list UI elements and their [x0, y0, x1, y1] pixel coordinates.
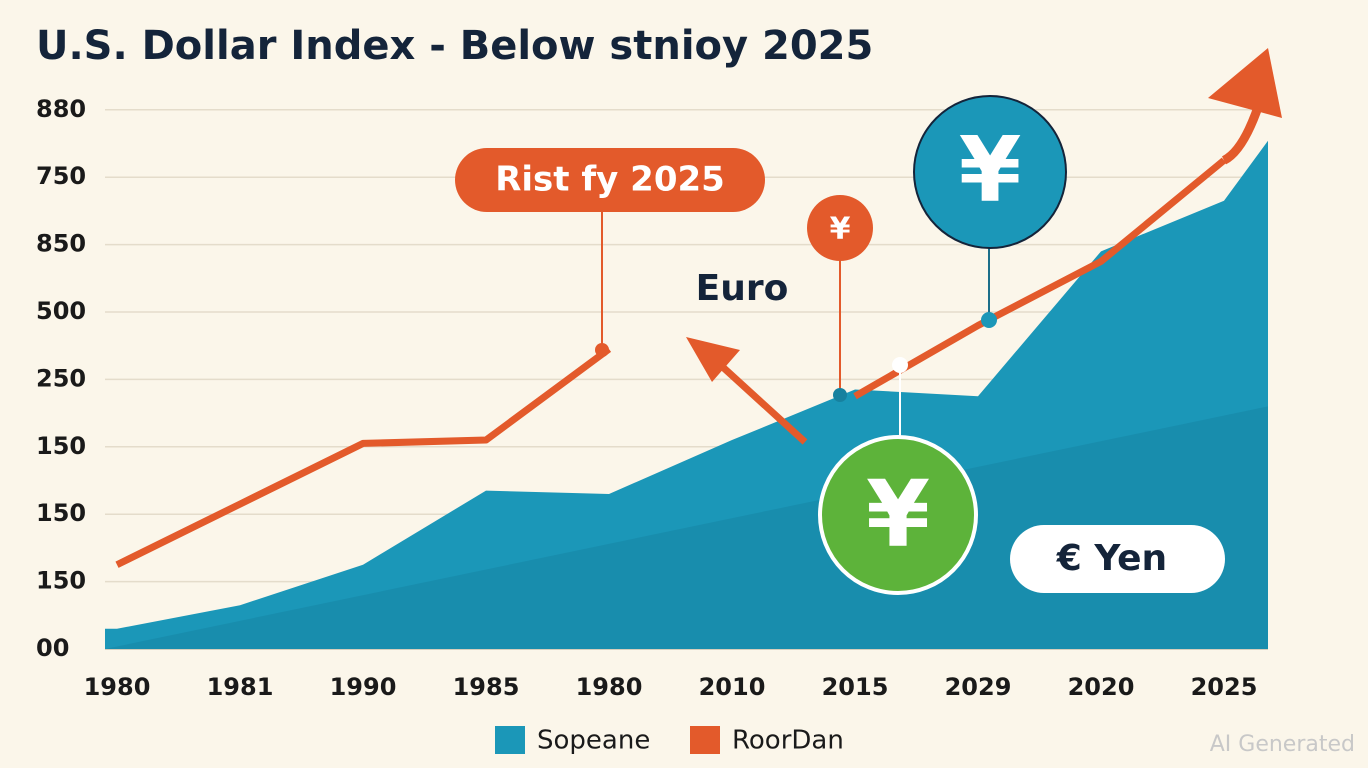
y-tick-label: 850: [36, 230, 86, 258]
y-tick-label: 150: [36, 432, 86, 460]
chart-title: U.S. Dollar Index - Below stnioy 2025: [36, 23, 873, 69]
y-tick-label: 250: [36, 364, 86, 392]
yen-box: [1010, 525, 1225, 593]
callout-dot: [595, 343, 609, 357]
y-tick-label: 500: [36, 297, 86, 325]
marker: [833, 388, 847, 402]
callout-box: [455, 148, 765, 212]
marker: [981, 312, 997, 328]
yen-badge: [818, 435, 978, 595]
y-tick-label: 750: [36, 162, 86, 190]
yen-symbol: ¥: [959, 118, 1022, 223]
y-tick-label: 150: [36, 499, 86, 527]
legend-label: RoorDan: [732, 726, 844, 756]
legend-swatch: [495, 726, 525, 754]
x-tick-label: 1985: [453, 673, 520, 701]
yen-box-text: € Yen: [1056, 538, 1167, 579]
x-tick-label: 2010: [699, 673, 766, 701]
x-tick-label: 2025: [1191, 673, 1258, 701]
euro-arrow: [712, 357, 808, 445]
yen-badge: [807, 195, 873, 261]
yen-symbol: ¥: [866, 460, 930, 567]
y-tick-label: 150: [36, 567, 86, 595]
legend-label: Sopeane: [537, 726, 650, 756]
x-tick-label: 1980: [84, 673, 151, 701]
marker: [892, 357, 908, 373]
x-tick-label: 1981: [207, 673, 274, 701]
x-tick-label: 1980: [576, 673, 643, 701]
legend-swatch: [690, 726, 720, 754]
y-tick-label: 880: [36, 95, 86, 123]
callout-text: Rist fy 2025: [495, 160, 725, 200]
y-tick-label: 00: [36, 634, 69, 662]
x-tick-label: 2020: [1068, 673, 1135, 701]
euro-label: Euro: [696, 268, 789, 309]
yen-badge: [913, 95, 1067, 249]
yen-symbol: ¥: [830, 212, 851, 247]
x-tick-label: 2029: [945, 673, 1012, 701]
euro-arrow-head: [686, 337, 740, 382]
x-tick-label: 2015: [822, 673, 889, 701]
arrow-head: [1208, 48, 1282, 118]
line: [115, 157, 1227, 568]
area-shade: [105, 406, 1268, 649]
watermark: AI Generated: [1210, 732, 1355, 757]
x-tick-label: 1990: [330, 673, 397, 701]
